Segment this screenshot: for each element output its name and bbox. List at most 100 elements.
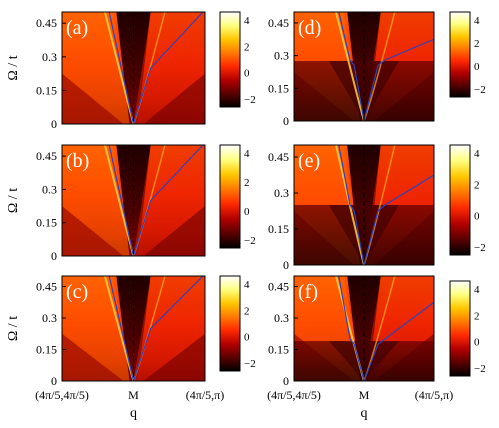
- panel-tag: (e): [298, 150, 320, 172]
- panel-tag: (a): [66, 17, 88, 39]
- colorbar-tick-label: 0: [244, 68, 250, 80]
- colorbar-tick-label: −2: [244, 94, 256, 106]
- low-intensity-cone: [116, 145, 151, 256]
- colorbar: [449, 144, 471, 256]
- colorbar: [219, 144, 241, 249]
- colorbar-tick-label: −2: [474, 84, 486, 96]
- dispersion-curve: [338, 12, 434, 121]
- plot-frame: [293, 11, 435, 122]
- intensity-region: [143, 73, 205, 124]
- y-tick-label: 0.3: [274, 311, 289, 325]
- plot-frame: [293, 144, 435, 266]
- colorbar-tick-label: 4: [244, 279, 250, 291]
- dispersion-curve: [108, 12, 204, 124]
- y-axis-label: Ω / t: [6, 316, 21, 341]
- intensity-region: [62, 206, 124, 256]
- x-tick-label: M: [359, 388, 370, 402]
- y-tick-label: 0.3: [274, 49, 289, 63]
- colorbar-tick-label: 0: [244, 332, 250, 344]
- y-tick-label: 0.3: [42, 311, 57, 325]
- colorbar: [219, 11, 241, 108]
- colorbar-tick-label: 2: [474, 310, 480, 322]
- x-tick-label: M: [128, 388, 139, 402]
- panel-e: 00.150.30.45(e)420−2Ω / t: [268, 144, 486, 272]
- panel-b: 0 0.15 0.3 0.45 (b) 4 2 0 −2 Ω / t: [6, 144, 256, 263]
- y-tick-label: 0.45: [36, 149, 57, 163]
- y-tick-label: 0.3: [42, 50, 57, 64]
- intensity-region: [62, 73, 124, 124]
- panel-c: 0 0.15 0.3 0.45 (c) 4 2 0 −2 Ω / t: [6, 275, 256, 388]
- dispersion-curve: [338, 276, 434, 381]
- panel-d: 00.150.30.45(d)420−2Ω / t: [268, 11, 486, 128]
- panel-tag: (d): [298, 17, 321, 39]
- plot-frame: [61, 275, 206, 382]
- y-tick-label: 0.45: [36, 280, 57, 294]
- panel-tag: (b): [66, 150, 89, 172]
- low-intensity-cone: [329, 341, 399, 381]
- panel-tag: (f): [298, 281, 318, 303]
- plot-frame: [61, 11, 206, 125]
- colorbar-tick-label: 4: [474, 148, 480, 160]
- plot-frame: [61, 144, 206, 257]
- colorbar-tick-label: −2: [474, 363, 486, 375]
- y-tick-label: 0.45: [36, 16, 57, 30]
- intensity-region: [62, 333, 124, 381]
- y-tick-label: 0.15: [36, 83, 57, 97]
- plot-frame: [293, 275, 435, 382]
- x-tick-label: (4π/5,π): [415, 388, 453, 402]
- colorbar-tick-label: 0: [474, 337, 480, 349]
- x-axis-left: (4π/5,4π/5) M (4π/5,π) q: [35, 388, 224, 421]
- y-tick-label: 0.15: [268, 81, 289, 95]
- x-axis-label: q: [130, 406, 137, 421]
- y-tick-label: 0.45: [268, 150, 289, 164]
- dispersion-curve: [108, 145, 204, 256]
- y-tick-label: 0.15: [268, 222, 289, 236]
- colorbar-tick-label: 2: [244, 41, 250, 53]
- y-tick-label: 0: [283, 374, 289, 388]
- x-tick-label: (4π/5,π): [186, 388, 224, 402]
- colorbar: [219, 275, 241, 372]
- peak-glow: [352, 107, 376, 121]
- panel-f: 00.150.30.45(f)420−2Ω / t: [268, 275, 486, 388]
- y-tick-label: 0.45: [268, 280, 289, 294]
- dispersion-curve: [108, 276, 204, 381]
- colorbar-tick-label: 2: [474, 38, 480, 50]
- y-tick-label: 0.45: [268, 16, 289, 30]
- x-tick-label: (4π/5,4π/5): [35, 388, 89, 402]
- y-tick-label: 0.15: [36, 343, 57, 357]
- dispersion-curve: [338, 145, 434, 265]
- y-tick-label: 0.3: [274, 186, 289, 200]
- colorbar-tick-label: −2: [474, 242, 486, 254]
- x-axis-label: q: [361, 406, 368, 421]
- colorbar-tick-label: −2: [244, 358, 256, 370]
- colorbar-tick-label: 2: [474, 179, 480, 191]
- colorbar: [449, 11, 471, 98]
- intensity-region: [143, 333, 205, 381]
- y-tick-label: 0: [51, 117, 57, 131]
- colorbar-tick-label: 2: [244, 177, 250, 189]
- colorbar-tick-label: 0: [244, 206, 250, 218]
- y-tick-label: 0: [51, 374, 57, 388]
- y-tick-label: 0: [283, 114, 289, 128]
- colorbar: [449, 280, 471, 377]
- colorbar-tick-label: 4: [474, 284, 480, 296]
- y-tick-label: 0: [283, 258, 289, 272]
- colorbar-tick-label: 4: [244, 148, 250, 160]
- colorbar-tick-label: 2: [244, 305, 250, 317]
- y-tick-label: 0.15: [268, 343, 289, 357]
- y-tick-label: 0.3: [42, 182, 57, 196]
- y-tick-label: 0: [51, 249, 57, 263]
- y-axis-label: Ω / t: [6, 55, 21, 80]
- colorbar-tick-label: 4: [474, 15, 480, 27]
- low-intensity-cone: [329, 61, 399, 121]
- colorbar-tick-label: 0: [474, 211, 480, 223]
- intensity-region: [143, 206, 205, 256]
- panel-tag: (c): [66, 281, 88, 303]
- panel-a: 0 0.15 0.3 0.45 (a) 4 2 0 −2 Ω / t: [6, 11, 256, 131]
- x-axis-right: (4π/5,4π/5) M (4π/5,π) q: [267, 388, 453, 421]
- x-tick-label: (4π/5,4π/5): [267, 388, 321, 402]
- colorbar-tick-label: 0: [474, 61, 480, 73]
- y-tick-label: 0.15: [36, 216, 57, 230]
- colorbar-tick-label: 4: [244, 15, 250, 27]
